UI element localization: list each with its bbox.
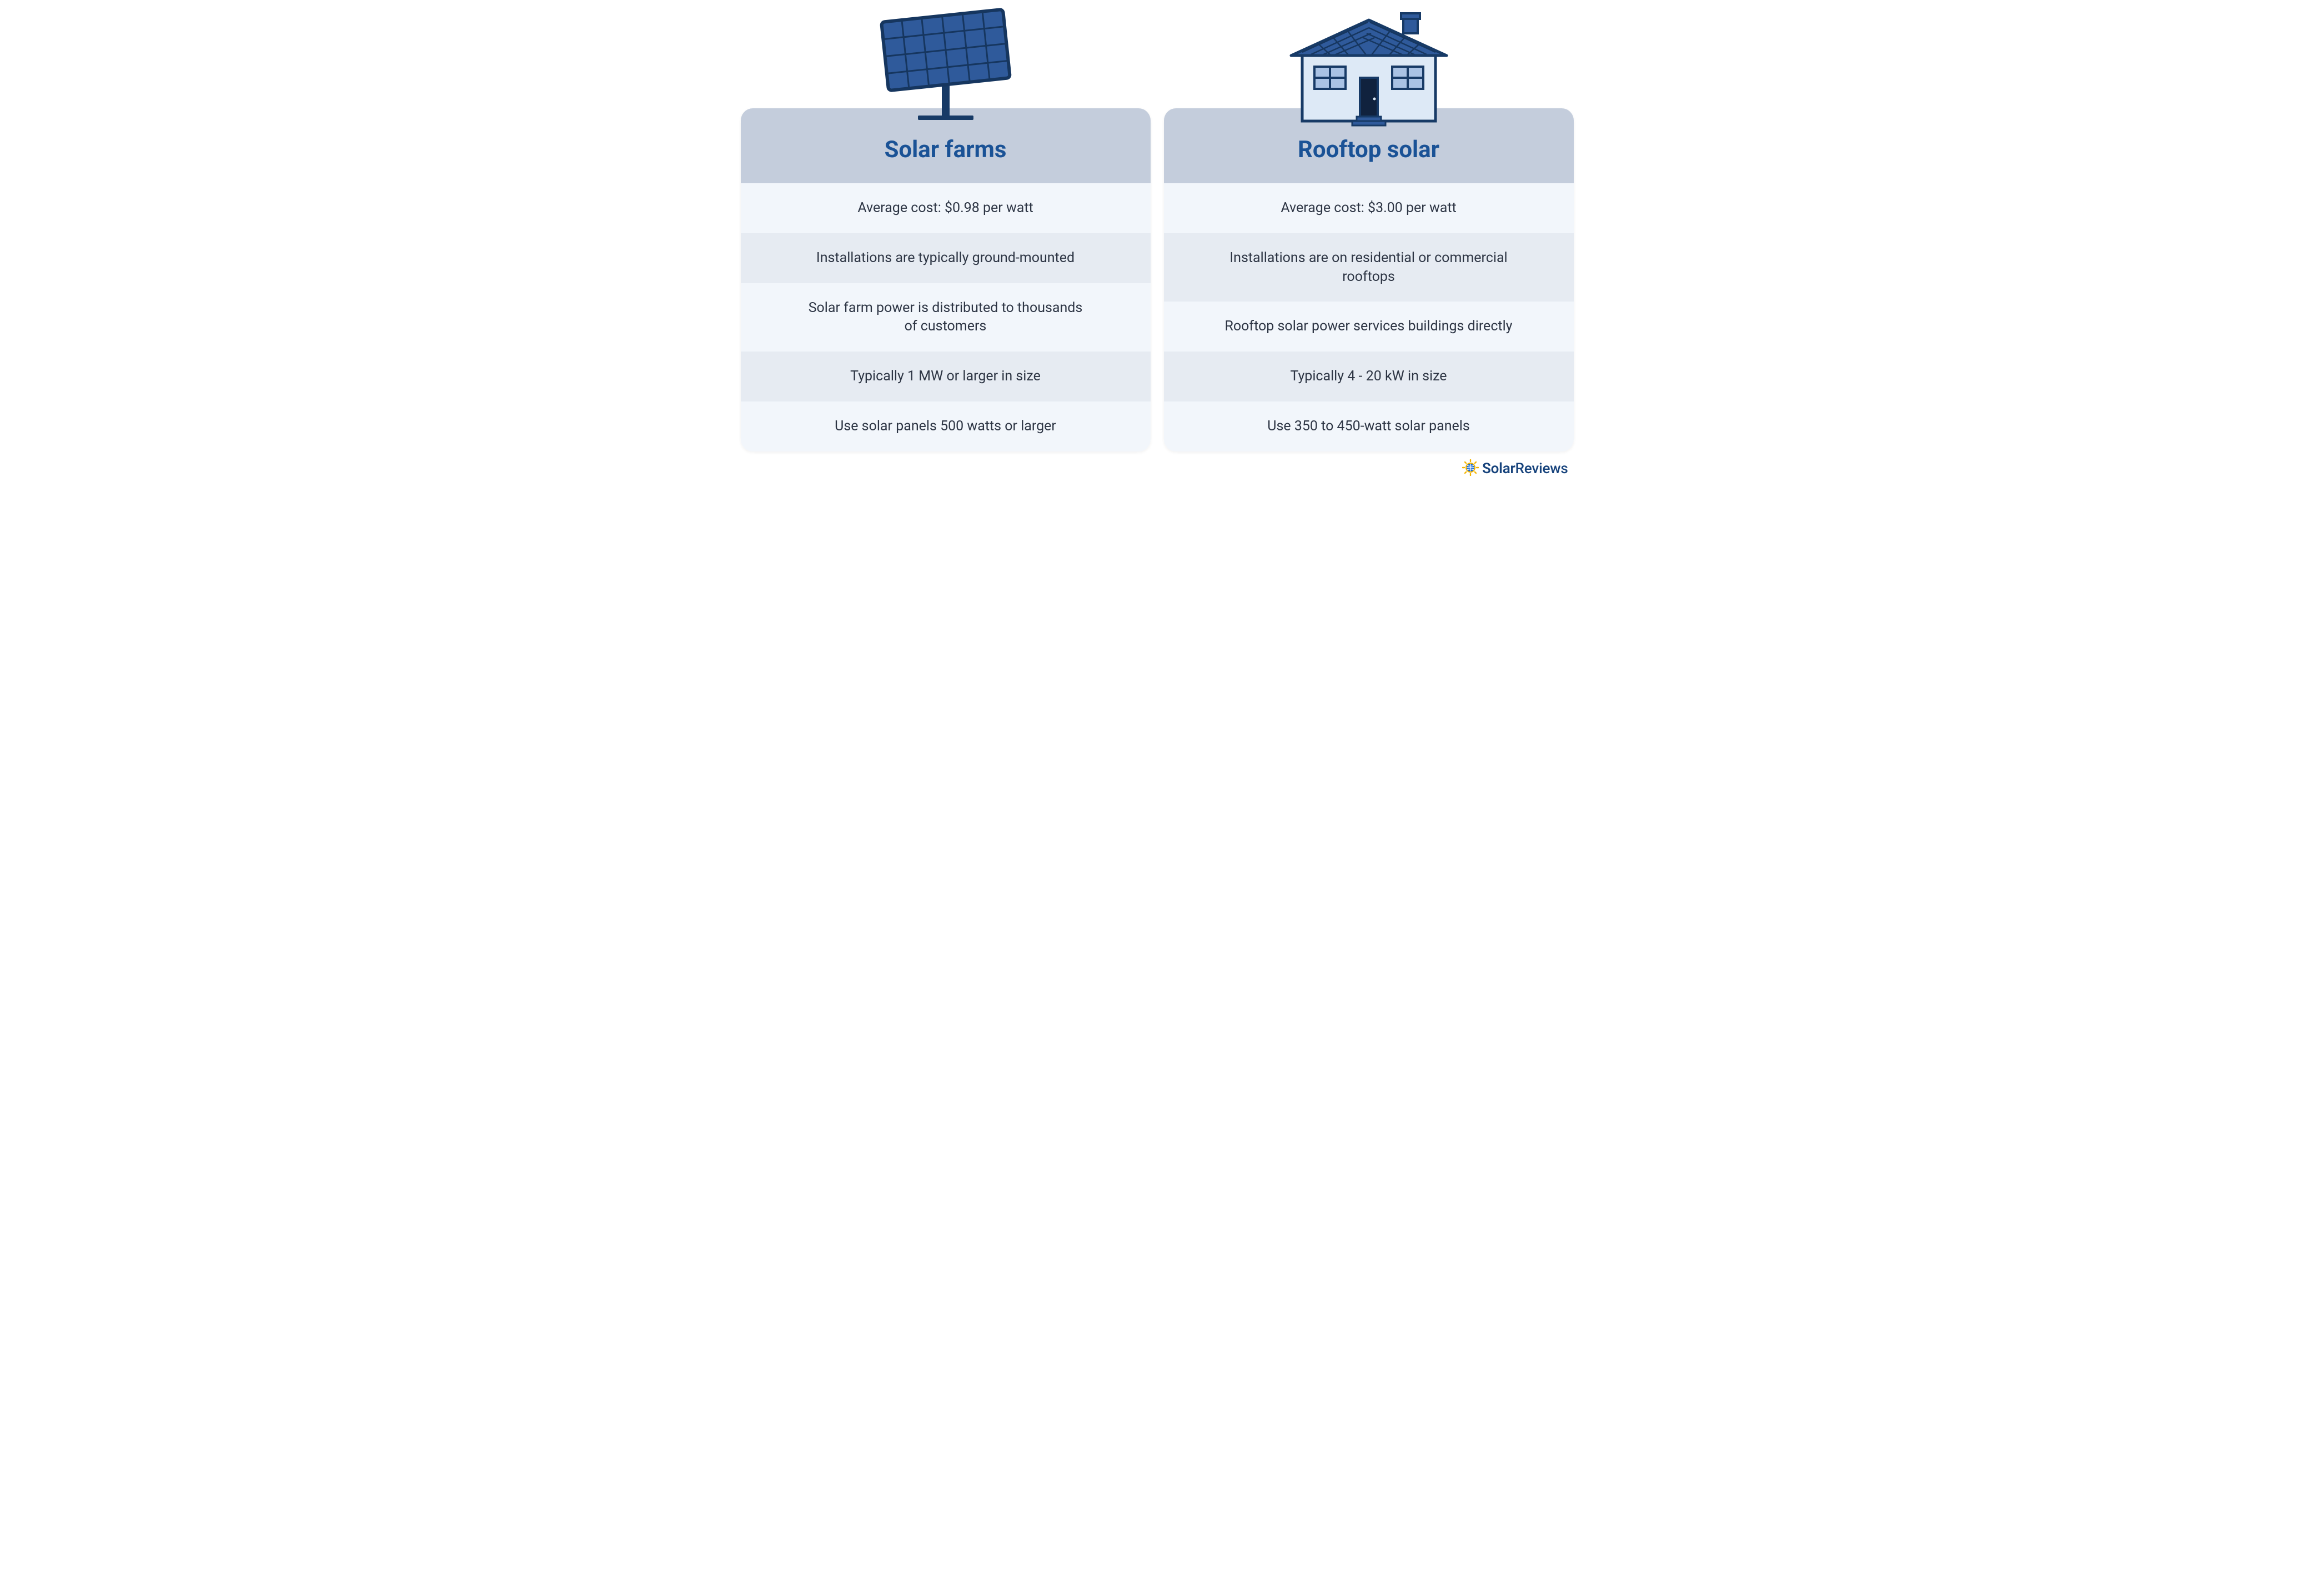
row-text: Use 350 to 450-watt solar panels <box>1267 417 1470 436</box>
house-icon <box>1164 22 1574 128</box>
column-solar-farms: Solar farms Average cost: $0.98 per watt… <box>741 22 1151 451</box>
comparison-row: Typically 1 MW or larger in size <box>741 352 1151 401</box>
card-rooftop-solar: Rooftop solar Average cost: $3.00 per wa… <box>1164 108 1574 451</box>
brand-footer: SolarReviews <box>741 459 1574 478</box>
card-title: Rooftop solar <box>1175 136 1563 163</box>
comparison-row: Average cost: $3.00 per watt <box>1164 183 1574 233</box>
row-text: Average cost: $3.00 per watt <box>1281 199 1456 218</box>
row-text: Typically 4 - 20 kW in size <box>1290 367 1447 386</box>
brand-name: SolarReviews <box>1482 460 1568 477</box>
card-rows: Average cost: $3.00 per watt Installatio… <box>1164 183 1574 451</box>
card-title: Solar farms <box>752 136 1140 163</box>
row-text: Solar farm power is distributed to thous… <box>801 299 1090 337</box>
comparison-row: Installations are typically ground-mount… <box>741 233 1151 283</box>
row-text: Rooftop solar power services buildings d… <box>1224 317 1512 336</box>
brand-logo-icon <box>1462 459 1479 478</box>
columns-container: Solar farms Average cost: $0.98 per watt… <box>741 22 1574 451</box>
comparison-row: Installations are on residential or comm… <box>1164 233 1574 302</box>
row-text: Typically 1 MW or larger in size <box>850 367 1041 386</box>
comparison-row: Typically 4 - 20 kW in size <box>1164 352 1574 401</box>
brand-name-part-a: Solar <box>1482 460 1515 477</box>
comparison-row: Use 350 to 450-watt solar panels <box>1164 401 1574 451</box>
comparison-row: Rooftop solar power services buildings d… <box>1164 302 1574 352</box>
card-rows: Average cost: $0.98 per watt Installatio… <box>741 183 1151 451</box>
row-text: Average cost: $0.98 per watt <box>857 199 1033 218</box>
row-text: Installations are typically ground-mount… <box>816 249 1075 268</box>
comparison-row: Average cost: $0.98 per watt <box>741 183 1151 233</box>
comparison-infographic: Solar farms Average cost: $0.98 per watt… <box>741 22 1574 451</box>
comparison-row: Solar farm power is distributed to thous… <box>741 283 1151 352</box>
card-solar-farms: Solar farms Average cost: $0.98 per watt… <box>741 108 1151 451</box>
row-text: Installations are on residential or comm… <box>1224 249 1513 287</box>
brand-name-part-b: Reviews <box>1515 460 1568 477</box>
comparison-row: Use solar panels 500 watts or larger <box>741 401 1151 451</box>
solar-panel-icon <box>741 22 1151 128</box>
column-rooftop-solar: Rooftop solar Average cost: $3.00 per wa… <box>1164 22 1574 451</box>
row-text: Use solar panels 500 watts or larger <box>835 417 1056 436</box>
